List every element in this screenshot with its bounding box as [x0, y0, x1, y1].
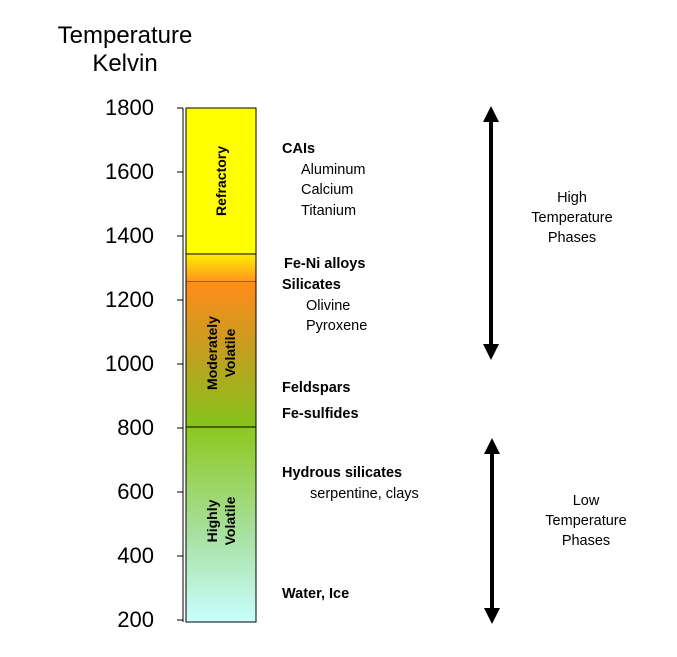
low-temperature-arrow — [484, 438, 500, 624]
moderately-volatile-line1: Moderately — [204, 316, 220, 390]
calcium-label: Calcium — [301, 182, 354, 198]
high-phase-line2: Temperature — [531, 210, 613, 226]
silicates-label: Silicates — [282, 277, 341, 293]
high-temperature-phases-label: High Temperature Phases — [507, 188, 637, 248]
fe-sulfides-label: Fe-sulfides — [282, 406, 359, 422]
low-phase-line1: Low — [572, 493, 600, 509]
tick-label-1800: 1800 — [105, 95, 154, 120]
axis-title-line2: Kelvin — [92, 50, 158, 77]
highly-volatile-zone — [186, 427, 256, 622]
tick-label-1200: 1200 — [105, 287, 154, 312]
low-phase-line3: Phases — [561, 533, 611, 549]
aluminum-label: Aluminum — [301, 162, 366, 178]
hydrous-silicates-label: Hydrous silicates — [282, 465, 403, 481]
low-phase-line2: Temperature — [545, 513, 627, 529]
low-temperature-phases-label: Low Temperature Phases — [521, 491, 651, 551]
olivine-label: Olivine — [306, 298, 351, 314]
pyroxene-label: Pyroxene — [306, 318, 368, 334]
tick-label-800: 800 — [117, 415, 154, 440]
feldspars-label: Feldspars — [282, 380, 351, 396]
tick-label-1600: 1600 — [105, 159, 154, 184]
axis-title-line1: Temperature — [57, 22, 193, 49]
highly-volatile-line1: Highly — [204, 499, 220, 543]
titanium-label: Titanium — [301, 203, 357, 219]
moderately-volatile-label: Moderately Volatile — [203, 303, 239, 403]
moderately-volatile-zone — [186, 282, 256, 427]
fe-ni-alloys-label: Fe-Ni alloys — [284, 256, 366, 272]
high-phase-line3: Phases — [547, 230, 597, 246]
serpentine-clays-label: serpentine, clays — [310, 486, 419, 502]
refractory-zone — [185, 107, 257, 255]
tick-label-600: 600 — [117, 479, 154, 504]
refractory-label: Refractory — [213, 145, 229, 217]
high-phase-line1: High — [557, 190, 587, 206]
transition-band — [186, 254, 256, 282]
tick-label-200: 200 — [117, 607, 154, 632]
high-temperature-arrow — [483, 106, 499, 360]
cais-label: CAIs — [282, 141, 316, 157]
highly-volatile-label: Highly Volatile — [203, 471, 239, 571]
moderately-volatile-line2: Volatile — [222, 328, 238, 378]
water-ice-label: Water, Ice — [282, 586, 350, 602]
tick-label-400: 400 — [117, 543, 154, 568]
axis-title: Temperature Kelvin — [40, 22, 210, 78]
tick-label-1400: 1400 — [105, 223, 154, 248]
tick-label-1000: 1000 — [105, 351, 154, 376]
highly-volatile-line2: Volatile — [222, 496, 238, 546]
